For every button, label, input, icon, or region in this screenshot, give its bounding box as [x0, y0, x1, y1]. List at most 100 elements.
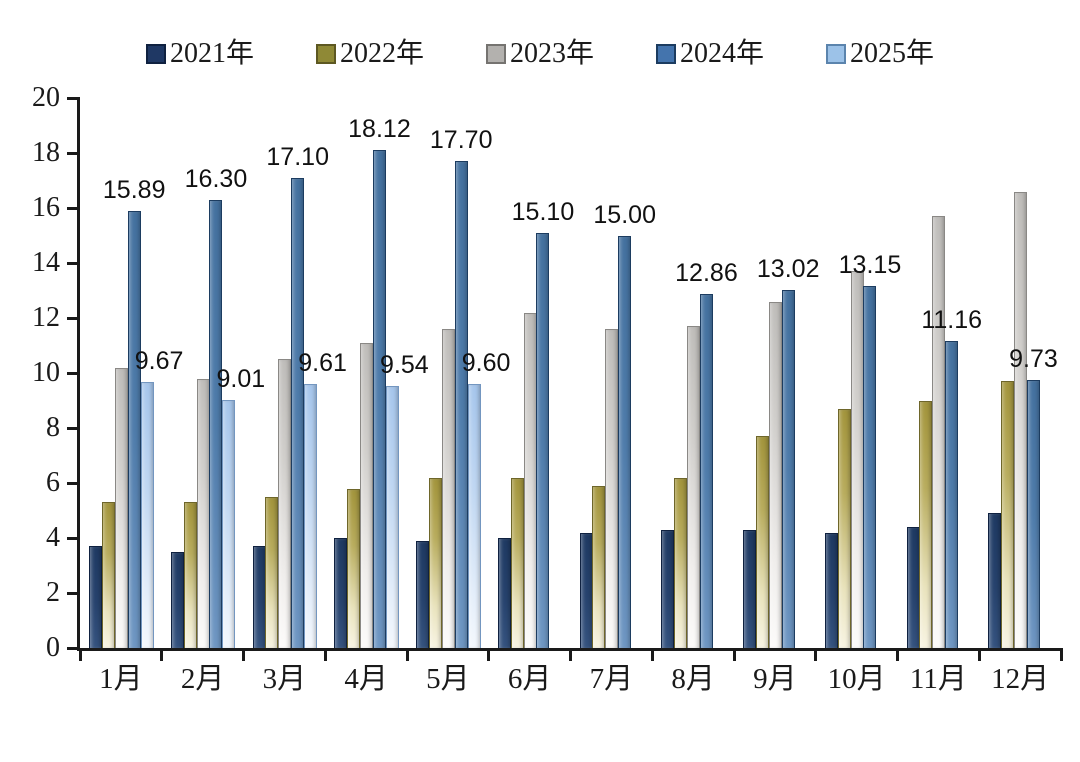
- y-axis-tick: [67, 96, 80, 100]
- bar-2022-m9: [755, 436, 769, 648]
- y-axis-tick: [67, 536, 80, 540]
- bar-2021-m9: [743, 529, 756, 648]
- bar-group-m3: 17.10 9.61: [244, 98, 347, 648]
- bar-2025-m4: [385, 385, 399, 648]
- bar-2025-m5: [467, 384, 481, 648]
- x-axis-label-m10: 10月: [827, 663, 886, 695]
- bar-2022-m4: [347, 488, 361, 648]
- x-axis-tick: [1059, 648, 1063, 661]
- x-axis-tick: [650, 648, 654, 661]
- bar-2023-m3: [278, 359, 292, 648]
- legend-label: 2022年: [339, 38, 424, 69]
- bar-2023-m10: [850, 271, 864, 648]
- bar-2024-m7: [618, 235, 632, 648]
- y-axis-label-14: 14: [32, 247, 60, 278]
- bar-2024-m6: [536, 232, 550, 648]
- bar-2024-m3: [291, 177, 305, 648]
- legend-item-2025: 2025年: [826, 40, 934, 68]
- y-axis-tick: [67, 261, 80, 265]
- bar-value-label-2024-m6: 15.10: [511, 197, 575, 226]
- bar-2022-m10: [837, 408, 851, 648]
- bar-value-label-2024-m7: 15.00: [593, 200, 656, 229]
- x-axis-label-m9: 9月: [753, 663, 797, 695]
- bar-2024-m9: [781, 289, 795, 648]
- y-axis-tick: [67, 151, 80, 155]
- x-axis-tick: [405, 648, 409, 661]
- legend-swatch-icon: [315, 44, 336, 64]
- bar-2021-m3: [252, 546, 266, 648]
- y-axis-tick: [67, 206, 80, 210]
- y-axis-label-10: 10: [32, 357, 60, 388]
- y-axis-label-20: 20: [32, 82, 60, 113]
- x-axis-label-m3: 3月: [262, 663, 307, 695]
- x-axis-label-m4: 4月: [344, 663, 388, 695]
- y-axis-label-2: 2: [46, 577, 60, 608]
- bar-2024-m4: [372, 149, 386, 648]
- x-axis-label-m1: 1月: [99, 663, 143, 695]
- bar-2022-m7: [592, 485, 606, 648]
- bar-2025-m2: [222, 400, 236, 648]
- bar-2025-m3: [304, 383, 318, 648]
- bar-group-m8: 12.86: [652, 98, 738, 648]
- bar-2023-m12: [1014, 191, 1028, 648]
- x-axis-tick: [977, 648, 981, 661]
- x-axis-label-m5: 5月: [426, 663, 470, 695]
- x-axis-label-m12: 12月: [991, 663, 1050, 695]
- y-axis-label-16: 16: [32, 192, 60, 223]
- legend-label: 2025年: [850, 38, 935, 69]
- bar-group-m11: 11.16: [898, 98, 982, 648]
- x-axis-tick: [896, 648, 899, 661]
- bar-2021-m11: [906, 527, 920, 648]
- bar-value-label-2024-m10: 13.15: [838, 251, 902, 280]
- bar-2021-m10: [824, 532, 838, 648]
- y-axis-tick: [67, 426, 80, 430]
- bar-group-m2: 16.30 9.01: [162, 98, 265, 648]
- bar-2023-m5: [441, 329, 455, 648]
- legend-swatch-icon: [656, 44, 676, 64]
- bar-2024-m8: [699, 294, 713, 648]
- bar-group-m10: 13.15: [816, 98, 901, 648]
- x-axis-label-m8: 8月: [671, 663, 715, 695]
- bar-2024-m5: [454, 161, 468, 648]
- bar-value-label-2025-m1: 9.67: [134, 347, 184, 376]
- chart-legend: 2021年 2022年 2023年 2024年 2025年: [0, 40, 1080, 68]
- bar-group-m6: 15.10: [489, 98, 574, 648]
- bar-value-label-2025-m5: 9.60: [461, 349, 511, 377]
- legend-label: 2024年: [680, 38, 765, 69]
- bar-2023-m9: [768, 301, 782, 648]
- bar-2023-m8: [687, 326, 701, 648]
- bar-2022-m3: [265, 496, 279, 648]
- legend-item-2024: 2024年: [656, 40, 764, 68]
- y-axis-label-8: 8: [46, 412, 60, 443]
- bar-2023-m11: [932, 216, 946, 648]
- bar-2021-m4: [334, 538, 348, 648]
- x-axis-label-m7: 7月: [589, 663, 634, 695]
- bar-2021-m8: [661, 529, 675, 648]
- bar-value-label-2025-m4: 9.54: [380, 350, 429, 379]
- x-axis-tick: [569, 648, 572, 661]
- legend-label: 2021年: [169, 38, 254, 69]
- legend-item-2023: 2023年: [485, 38, 594, 69]
- bar-value-label-2025-m3: 9.61: [298, 348, 347, 377]
- bar-group-m5: 17.70 9.60: [407, 98, 510, 648]
- legend-item-2022: 2022年: [315, 38, 424, 69]
- x-axis-label-m2: 2月: [180, 663, 225, 695]
- x-axis-tick: [487, 648, 491, 661]
- y-axis-tick: [67, 371, 80, 375]
- bar-2021-m2: [170, 551, 184, 648]
- bar-value-label-2025-m2: 9.01: [216, 365, 266, 394]
- bar-2024-m2: [209, 199, 223, 648]
- bar-value-label-2024-m5: 17.70: [429, 126, 493, 155]
- bar-2022-m8: [674, 477, 688, 648]
- legend-label: 2023年: [509, 38, 594, 69]
- y-axis-label-12: 12: [32, 302, 60, 333]
- bar-2023-m4: [360, 342, 374, 648]
- x-axis-label-m11: 11月: [909, 663, 967, 695]
- bar-2021-m1: [89, 546, 102, 648]
- y-axis-tick: [67, 646, 80, 650]
- bar-group-m1: 15.89 9.67: [80, 98, 183, 648]
- x-axis-tick: [323, 648, 327, 661]
- bar-2023-m6: [523, 312, 537, 648]
- bar-group-m4: 18.12 9.54: [325, 98, 429, 648]
- bar-2024-m11: [945, 341, 959, 648]
